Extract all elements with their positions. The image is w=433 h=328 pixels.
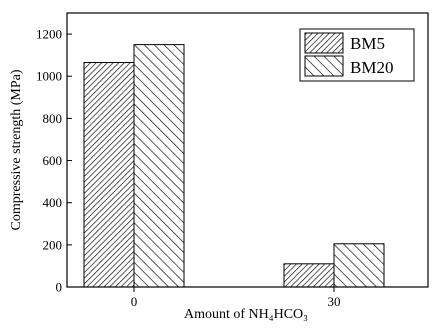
bar-bm20-0 — [133, 44, 185, 288]
x-axis-title: Amount of NH₄HCO₃ — [184, 307, 308, 322]
y-tick-label-400: 400 — [43, 195, 63, 210]
legend-label-bm5: BM5 — [350, 34, 385, 53]
y-tick-label-800: 800 — [43, 111, 63, 126]
legend-swatch-bm20 — [304, 55, 344, 77]
plot-frame — [66, 12, 429, 288]
legend: BM5 BM20 — [299, 28, 415, 82]
y-tick-label-600: 600 — [43, 153, 63, 168]
legend-swatch-bm5 — [304, 32, 344, 54]
bar-bm5-30 — [283, 263, 335, 288]
y-tick-label-200: 200 — [43, 237, 63, 252]
bar-bm20-30 — [333, 243, 385, 288]
y-tick-label-1200: 1200 — [36, 27, 62, 42]
y-axis-title: Compressive strength (MPa) — [9, 69, 24, 230]
legend-label-bm20: BM20 — [350, 58, 393, 77]
y-tick-label-0: 0 — [56, 280, 63, 295]
x-tick-label-0: 0 — [131, 294, 138, 309]
bar-bm5-0 — [83, 62, 135, 288]
y-tick-label-1000: 1000 — [36, 69, 62, 84]
x-tick-label-30: 30 — [328, 294, 341, 309]
